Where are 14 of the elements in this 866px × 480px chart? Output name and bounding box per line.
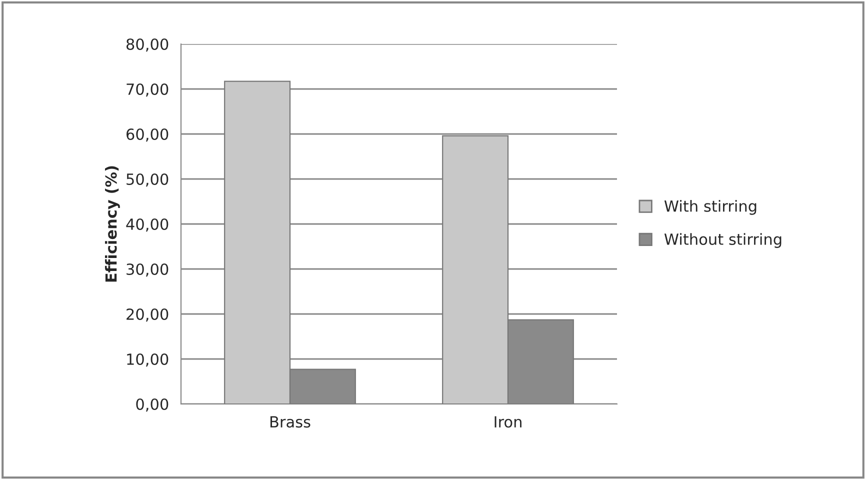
y-tick-label: 0,00	[136, 398, 168, 412]
x-tick-label: Iron	[494, 416, 522, 428]
y-tick-label: 80,00	[126, 38, 168, 52]
y-tick-label: 70,00	[126, 83, 168, 97]
y-tick-label: 30,00	[126, 263, 168, 277]
y-axis-title: Efficiency (%)	[104, 166, 120, 282]
legend-label: With stirring	[664, 200, 756, 215]
y-tick-label: 60,00	[126, 128, 168, 142]
y-tick-label: 40,00	[126, 218, 168, 232]
legend-label: Without stirring	[664, 233, 782, 248]
y-tick-label: 50,00	[126, 173, 168, 187]
x-tick-label: Brass	[270, 416, 310, 428]
y-tick-label: 20,00	[126, 308, 168, 322]
y-tick-label: 10,00	[127, 353, 168, 367]
